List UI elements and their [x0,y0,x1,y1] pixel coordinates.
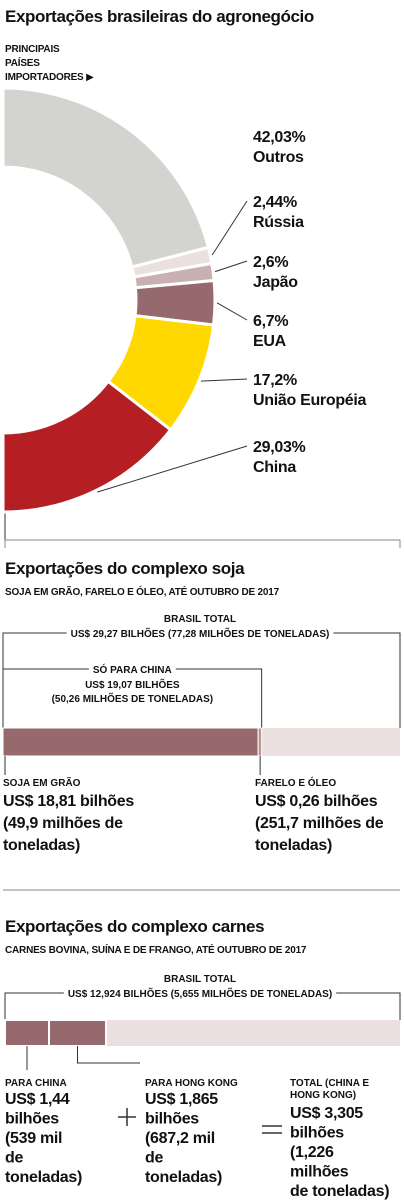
total-name: BRASIL TOTAL [164,614,236,625]
category-label: Outros [253,149,304,166]
value-label: US$ 0,26 bilhões [255,793,378,810]
sum-label: (1,226 [290,1144,334,1161]
subtotal-name: SÓ PARA CHINA [93,663,172,676]
subtitle: SOJA EM GRÃO, FARELO E ÓLEO, ATÉ OUTUBRO… [5,585,280,598]
leader-line [77,1046,140,1064]
sum-label: milhões [290,1164,349,1181]
bracket [336,992,401,1020]
value-label: 2,44% [253,194,297,211]
series-name: PARA CHINA [5,1078,67,1089]
bracket [2,632,67,728]
series-name: PARA HONG KONG [145,1078,238,1089]
value-label: toneladas) [3,837,80,854]
value-label: toneladas) [5,1169,82,1186]
value-label: de [5,1150,23,1167]
subtotal-label: US$ 19,07 BILHÕES [85,678,180,691]
pie-slice [1,379,173,514]
value-label: (539 mil [5,1130,62,1147]
chart-title: Exportações brasileiras do agronegócio [5,7,314,26]
value-label: (49,9 milhões de [3,815,123,832]
divider [4,539,401,548]
value-label: toneladas) [255,837,332,854]
value-label: US$ 1,865 [145,1091,218,1108]
bar-segment [257,727,263,757]
sum-label: US$ 3,305 [290,1105,363,1122]
value-label: toneladas) [145,1169,222,1186]
value-label: (251,7 milhões de [255,815,384,832]
series-name: FARELO E ÓLEO [255,776,336,789]
sum-name: HONG KONG) [290,1090,356,1101]
subtitle: PRINCIPAIS [5,44,60,55]
value-label: 42,03% [253,129,306,146]
value-label: (687,2 mil [145,1130,215,1147]
category-label: Japão [253,274,298,291]
chart-title: Exportações do complexo soja [5,559,245,578]
total-name: BRASIL TOTAL [164,974,236,985]
value-label: bilhões [5,1111,59,1128]
leader-line [97,445,248,493]
series-name: SOJA EM GRÃO [3,776,81,789]
bracket [333,632,401,728]
subtotal-label: (50,26 MILHÕES DE TONELADAS) [52,692,214,705]
total-label: US$ 12,924 BILHÕES (5,655 MILHÕES DE TON… [68,987,332,1000]
equals-sign [262,1125,282,1134]
leader-line [214,260,248,273]
subtitle: IMPORTADORES ▶ [5,72,94,83]
sum-label: de toneladas) [290,1183,389,1200]
category-label: China [253,459,296,476]
bracket [4,992,64,1020]
value-label: US$ 1,44 [5,1091,70,1108]
bracket [175,668,263,728]
plus-sign [118,1108,136,1126]
bar-segment [4,1019,51,1047]
value-label: 29,03% [253,439,306,456]
sum-label: bilhões [290,1125,344,1142]
sum-name: TOTAL (CHINA E [290,1078,369,1089]
subtitle: CARNES BOVINA, SUÍNA E DE FRANGO, ATÉ OU… [5,943,307,956]
value-label: 6,7% [253,313,288,330]
leader-line [201,378,248,382]
leader-line [216,302,248,321]
value-label: 2,6% [253,254,288,271]
value-label: 17,2% [253,372,297,389]
total-label: US$ 29,27 BILHÕES (77,28 MILHÕES DE TONE… [71,627,330,640]
category-label: Rússia [253,214,304,231]
category-label: EUA [253,333,287,350]
leader-line [211,200,248,256]
chart-title: Exportações do complexo carnes [5,917,264,936]
value-label: de [145,1150,163,1167]
value-label: US$ 18,81 bilhões [3,793,134,810]
bar-segment [2,727,259,757]
bar-segment [48,1019,108,1047]
subtitle: PAÍSES [5,56,40,69]
pie-slice [1,86,211,269]
value-label: bilhões [145,1111,199,1128]
category-label: União Européia [253,392,367,409]
